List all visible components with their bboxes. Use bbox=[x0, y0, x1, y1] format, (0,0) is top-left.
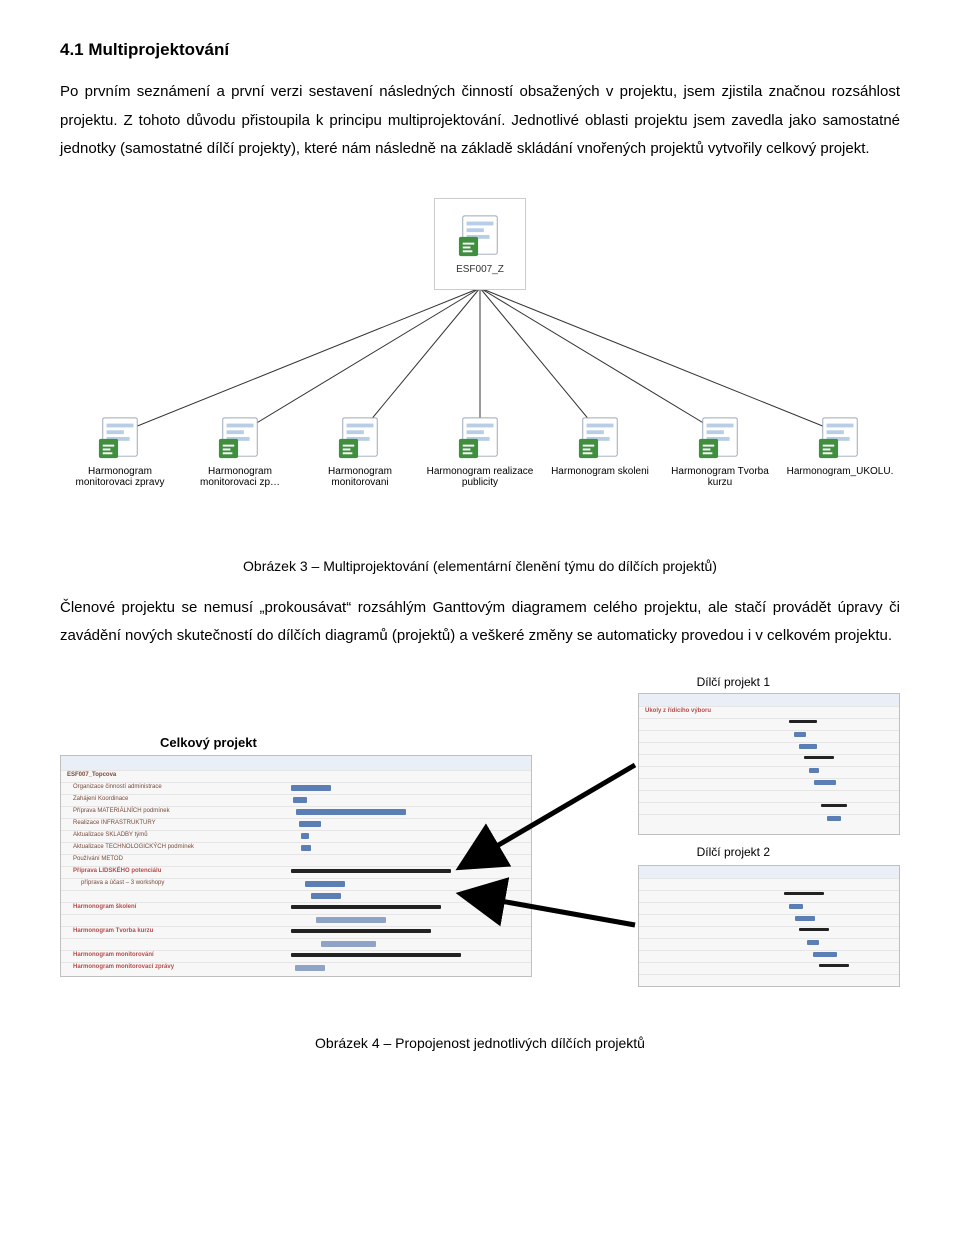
leaf-row: Harmonogram monitorovaci zpravy Harmonog… bbox=[60, 414, 900, 488]
leaf-label: Harmonogram realizace publicity bbox=[425, 466, 535, 488]
tree-diagram: ESF007_Z Harmonogram monitorovaci zpravy bbox=[60, 188, 900, 528]
msproject-icon bbox=[217, 414, 263, 460]
leaf-label: Harmonogram_UKOLU. bbox=[787, 466, 894, 477]
root-node: ESF007_Z bbox=[434, 198, 526, 290]
leaf-node: Harmonogram monitorovaci zp… bbox=[185, 414, 295, 488]
composite-figure: Dílčí projekt 1 Dílčí projekt 2 Celkový … bbox=[60, 675, 900, 1005]
msproject-icon bbox=[97, 414, 143, 460]
msproject-icon bbox=[817, 414, 863, 460]
leaf-node: Harmonogram realizace publicity bbox=[425, 414, 535, 488]
arrow-overlay bbox=[60, 675, 900, 1005]
leaf-node: Harmonogram Tvorba kurzu bbox=[665, 414, 775, 488]
leaf-node: Harmonogram_UKOLU. bbox=[785, 414, 895, 488]
section-heading: 4.1 Multiprojektování bbox=[60, 40, 900, 60]
paragraph-2: Členové projektu se nemusí „prokousávat“… bbox=[60, 594, 900, 651]
leaf-label: Harmonogram monitorovaci zpravy bbox=[65, 466, 175, 488]
figure4-caption: Obrázek 4 – Propojenost jednotlivých díl… bbox=[60, 1035, 900, 1051]
leaf-label: Harmonogram skoleni bbox=[551, 466, 649, 477]
root-node-label: ESF007_Z bbox=[456, 264, 504, 275]
leaf-node: Harmonogram skoleni bbox=[545, 414, 655, 488]
paragraph-intro: Po prvním seznámení a první verzi sestav… bbox=[60, 78, 900, 164]
figure3-caption: Obrázek 3 – Multiprojektování (elementár… bbox=[60, 558, 900, 574]
msproject-icon bbox=[577, 414, 623, 460]
leaf-label: Harmonogram Tvorba kurzu bbox=[665, 466, 775, 488]
leaf-node: Harmonogram monitorovani bbox=[305, 414, 415, 488]
msproject-icon bbox=[457, 212, 503, 258]
leaf-label: Harmonogram monitorovani bbox=[305, 466, 415, 488]
leaf-node: Harmonogram monitorovaci zpravy bbox=[65, 414, 175, 488]
msproject-icon bbox=[697, 414, 743, 460]
leaf-label: Harmonogram monitorovaci zp… bbox=[185, 466, 295, 488]
msproject-icon bbox=[337, 414, 383, 460]
msproject-icon bbox=[457, 414, 503, 460]
